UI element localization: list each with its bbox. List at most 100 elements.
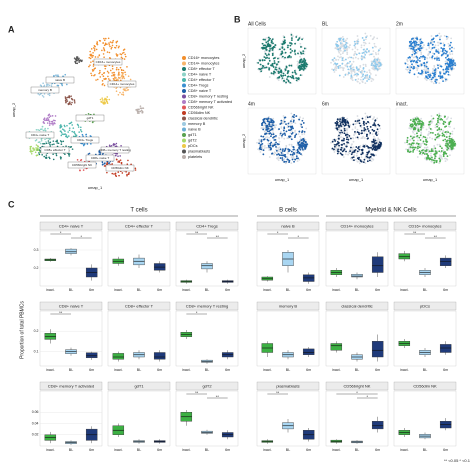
cell-dot	[353, 71, 356, 74]
cell-dot	[410, 143, 413, 146]
cell-dot	[280, 136, 283, 139]
cell-dot	[294, 71, 297, 74]
cell-dot	[420, 51, 423, 54]
cell-dot	[285, 144, 288, 147]
cell-dot	[427, 54, 429, 57]
cell-dot	[346, 51, 349, 54]
cell-dot	[450, 41, 452, 44]
cell-dot	[417, 59, 419, 61]
panel-title: gdT1	[134, 383, 144, 388]
cell-dot	[447, 36, 450, 39]
cell-dot	[57, 74, 59, 77]
cell-dot	[260, 70, 263, 73]
cell-dot	[262, 135, 265, 138]
cell-dot	[64, 130, 66, 132]
cell-dot	[47, 118, 50, 120]
x-tick-label: inact.	[114, 448, 123, 452]
cell-dot	[335, 65, 338, 68]
cell-dot	[262, 149, 265, 152]
cell-dot	[357, 38, 360, 41]
cell-dot	[429, 158, 432, 161]
cell-dot	[372, 147, 375, 150]
cell-dot	[292, 115, 294, 118]
cell-dot	[433, 72, 435, 75]
cell-dot	[93, 48, 96, 50]
cell-dot	[289, 75, 292, 78]
cell-dot	[446, 149, 449, 151]
cell-dot	[336, 43, 339, 46]
cell-dot	[351, 48, 354, 51]
cell-dot	[366, 125, 369, 128]
cell-dot	[54, 115, 57, 117]
cell-dot	[410, 40, 412, 43]
legend-label: CD4+ Tregs	[188, 84, 208, 88]
cell-dot	[379, 47, 382, 50]
cell-dot	[79, 169, 81, 172]
cell-dot	[365, 122, 368, 125]
cell-dot	[446, 117, 449, 120]
x-tick-label: 6m	[375, 368, 380, 372]
cell-dot	[277, 143, 280, 146]
cell-dot	[407, 68, 410, 70]
cell-dot	[448, 51, 451, 54]
cell-dot	[348, 46, 351, 49]
cell-dot	[420, 145, 423, 147]
cell-dot	[286, 78, 288, 80]
cell-dot	[115, 158, 118, 161]
cell-dot	[68, 153, 71, 155]
cell-dot	[346, 65, 349, 68]
cell-dot	[437, 133, 439, 136]
cell-dot	[368, 42, 371, 45]
cell-dot	[435, 35, 437, 37]
cell-dot	[259, 151, 262, 153]
cell-dot	[339, 133, 342, 136]
cell-dot	[426, 153, 428, 155]
cell-dot	[41, 94, 44, 97]
cell-dot	[354, 79, 357, 81]
cell-dot	[301, 38, 303, 41]
cell-dot	[292, 120, 295, 123]
cell-dot	[290, 162, 293, 165]
cell-dot	[301, 64, 304, 67]
cell-dot	[298, 61, 301, 64]
cell-dot	[299, 42, 302, 45]
cell-dot	[348, 126, 351, 128]
cell-dot	[339, 43, 342, 46]
cell-dot	[413, 129, 416, 132]
x-tick-label: inact.	[400, 368, 409, 372]
x-tick-label: 6m	[306, 448, 311, 452]
cell-dot	[268, 123, 270, 126]
cell-dot	[446, 58, 449, 61]
cell-dot	[450, 140, 452, 143]
cell-dot	[340, 56, 342, 58]
cell-dot	[70, 103, 73, 106]
cell-dot	[108, 98, 111, 101]
cell-dot	[287, 125, 290, 128]
x-tick-label: inact.	[400, 288, 409, 292]
legend-label: classical dendritic	[188, 117, 218, 121]
cell-dot	[373, 116, 376, 119]
cell-dot	[268, 136, 271, 139]
cell-dot	[339, 152, 342, 155]
cell-dot	[339, 49, 342, 52]
cell-dot	[361, 132, 364, 135]
cell-dot	[412, 67, 415, 70]
cell-dot	[111, 74, 113, 77]
x-axis-label: umap_1	[349, 177, 364, 182]
significance-label: **	[276, 390, 280, 395]
cell-dot	[376, 128, 379, 131]
cell-dot	[379, 127, 382, 130]
cell-dot	[416, 61, 419, 64]
cell-dot	[267, 143, 270, 145]
strip	[39, 221, 103, 231]
cell-dot	[117, 171, 120, 173]
cell-dot	[340, 117, 343, 119]
cell-dot	[362, 161, 365, 164]
cell-dot	[299, 74, 302, 77]
cell-dot	[377, 147, 379, 150]
cell-dot	[285, 123, 287, 126]
cell-dot	[268, 57, 270, 60]
cell-dot	[449, 60, 451, 63]
cell-dot	[448, 64, 450, 67]
cell-dot	[434, 153, 436, 156]
